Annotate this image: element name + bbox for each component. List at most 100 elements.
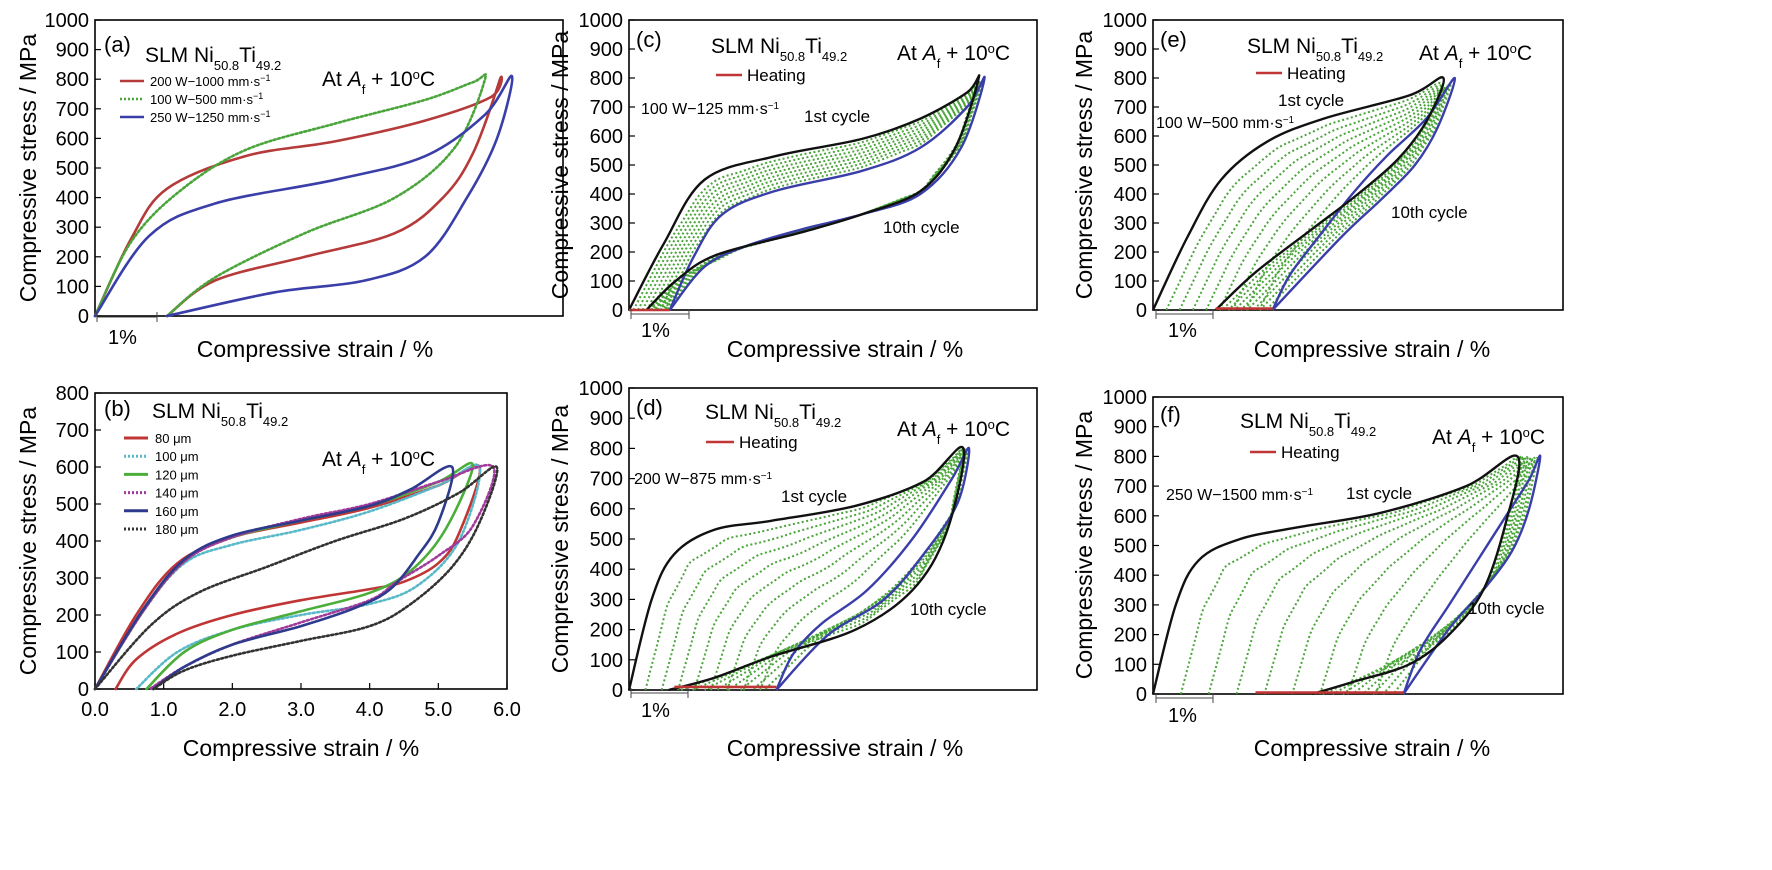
x-tick-label-b-0: 0.0 (81, 699, 109, 721)
y-tick-label-d-5: 500 (590, 529, 623, 551)
y-tick-label-e-1: 100 (1114, 271, 1147, 293)
panel-d-title: SLM Ni50.8Ti49.2 (705, 401, 841, 430)
panel-f-process: 250 W−1500 mm·s−1 (1166, 487, 1313, 505)
panel-d-curves (627, 445, 971, 692)
panel-b-ylabel: Compressive stress / MPa (15, 407, 41, 676)
y-tick-label-f-0: 0 (1136, 684, 1147, 706)
legend-label-a-1: 100 W−500 mm·s−1 (150, 91, 263, 107)
legend-label-a-0: 200 W−1000 mm·s−1 (150, 73, 270, 89)
x-tick-label-b-3: 3.0 (287, 699, 315, 721)
intermediate-cycle-f-6 (1319, 456, 1534, 695)
y-tick-label-b-1: 100 (56, 642, 89, 664)
y-tick-label-f-3: 300 (1114, 595, 1147, 617)
series-line-b-5 (93, 465, 499, 691)
panel-c-letter: (c) (636, 27, 662, 52)
series-line-b-4 (93, 464, 455, 691)
tenth-cycle-line-d (775, 446, 971, 691)
panel-e-label-tenth: 10th cycle (1391, 203, 1468, 222)
y-tick-label-e-0: 0 (1136, 300, 1147, 322)
y-tick-label-f-9: 900 (1114, 417, 1147, 439)
y-tick-label-a-5: 500 (56, 158, 89, 180)
panel-a-xlabel: Compressive strain / % (197, 336, 433, 362)
intermediate-cycle-c-4 (646, 80, 980, 311)
y-tick-label-c-10: 1000 (579, 10, 624, 32)
intermediate-cycle-d-7 (742, 449, 968, 691)
panel-e-process: 100 W−500 mm·s−1 (1156, 115, 1295, 133)
panel-e-scale-label: 1% (1168, 320, 1197, 342)
y-tick-label-e-2: 200 (1114, 242, 1147, 264)
panel-a-yticks: 0 100 200 300 400 500 600 700 800 900 1000 (45, 10, 101, 328)
panel-c-heating-label: Heating (747, 66, 806, 85)
panel-d-scale-label: 1% (641, 700, 670, 722)
intermediate-cycle-e-4 (1205, 87, 1445, 311)
y-tick-label-c-7: 700 (590, 97, 623, 119)
first-cycle-line-d (627, 445, 966, 692)
tenth-cycle-line-c (668, 75, 986, 311)
panel-f-scale-bar: 1% (1155, 693, 1214, 727)
y-tick-label-d-4: 400 (590, 559, 623, 581)
x-tick-label-b-2: 2.0 (218, 699, 246, 721)
panel-c-label-first: 1st cycle (804, 107, 870, 126)
y-tick-label-c-0: 0 (612, 300, 623, 322)
panel-a-title: SLM Ni50.8Ti49.2 (145, 44, 281, 73)
intermediate-cycle-d-5 (709, 448, 967, 691)
panel-b-condition: At Af + 10oC (322, 447, 435, 477)
legend-label-b-2: 120 μm (155, 467, 199, 482)
legend-label-b-1: 100 μm (155, 449, 199, 464)
y-tick-label-c-1: 100 (590, 271, 623, 293)
panel-d: 0 100 200 300 400 500 600 700 800 900 1000 (d) SLM… (547, 378, 1038, 761)
panel-a-ylabel: Compressive stress / MPa (15, 34, 41, 303)
y-tick-label-e-4: 400 (1114, 184, 1147, 206)
panel-a-scale-bar: 1% (96, 312, 158, 349)
panel-f-label-tenth: 10th cycle (1468, 599, 1545, 618)
y-tick-label-a-3: 300 (56, 217, 89, 239)
panel-f-label-first: 1st cycle (1346, 484, 1412, 503)
panel-f-ylabel: Compressive stress / MPa (1071, 411, 1097, 680)
y-tick-label-b-6: 600 (56, 457, 89, 479)
panel-f-title: SLM Ni50.8Ti49.2 (1240, 410, 1376, 439)
y-tick-label-d-8: 800 (590, 438, 623, 460)
panel-d-heating-label: Heating (739, 433, 798, 452)
panel-d-condition: At Af + 10oC (897, 417, 1010, 447)
y-tick-label-d-0: 0 (612, 680, 623, 702)
y-tick-label-f-1: 100 (1114, 654, 1147, 676)
y-tick-label-e-8: 800 (1114, 68, 1147, 90)
y-tick-label-e-5: 500 (1114, 155, 1147, 177)
series-line-a-0 (93, 75, 504, 318)
y-tick-label-a-9: 900 (56, 40, 89, 62)
legend-label-b-3: 140 μm (155, 486, 199, 501)
panel-e-heating-label: Heating (1287, 64, 1346, 83)
intermediate-cycle-e-3 (1191, 86, 1444, 311)
panel-b-curves (93, 461, 499, 691)
y-tick-label-c-5: 500 (590, 155, 623, 177)
y-tick-label-c-3: 300 (590, 213, 623, 235)
y-tick-label-b-2: 200 (56, 605, 89, 627)
panel-d-ylabel: Compressive stress / MPa (547, 405, 573, 674)
panel-c-scale-bar: 1% (630, 309, 690, 342)
y-tick-label-e-10: 1000 (1103, 10, 1148, 32)
panel-b-xlabel: Compressive strain / % (183, 735, 419, 761)
panel-f-xlabel: Compressive strain / % (1254, 735, 1490, 761)
y-tick-label-c-6: 600 (590, 126, 623, 148)
y-tick-label-e-6: 600 (1114, 126, 1147, 148)
y-tick-label-a-0: 0 (78, 306, 89, 328)
y-tick-label-a-10: 1000 (45, 10, 90, 32)
y-tick-label-a-6: 600 (56, 128, 89, 150)
legend-label-b-4: 160 μm (155, 504, 199, 519)
panel-a-letter: (a) (104, 32, 131, 57)
y-tick-label-f-4: 400 (1114, 565, 1147, 587)
panel-f-condition: At Af + 10oC (1432, 425, 1545, 455)
panel-c-process: 100 W−125 mm·s−1 (641, 101, 780, 119)
panel-a-legend: 200 W−1000 mm·s−1 100 W−500 mm·s−1 250 W… (120, 73, 270, 125)
y-tick-label-b-0: 0 (78, 679, 89, 701)
panel-a: 0 100 200 300 400 500 600 700 800 900 1000 (a) SLM… (15, 10, 564, 362)
y-tick-label-a-2: 200 (56, 247, 89, 269)
panel-e-condition: At Af + 10oC (1419, 41, 1532, 71)
panel-c-curves (627, 74, 986, 312)
y-tick-label-c-9: 900 (590, 39, 623, 61)
panel-f-scale-label: 1% (1168, 705, 1197, 727)
y-tick-label-a-4: 400 (56, 188, 89, 210)
panel-c-title: SLM Ni50.8Ti49.2 (711, 35, 847, 64)
panel-a-condition: At Af + 10oC (322, 67, 435, 97)
